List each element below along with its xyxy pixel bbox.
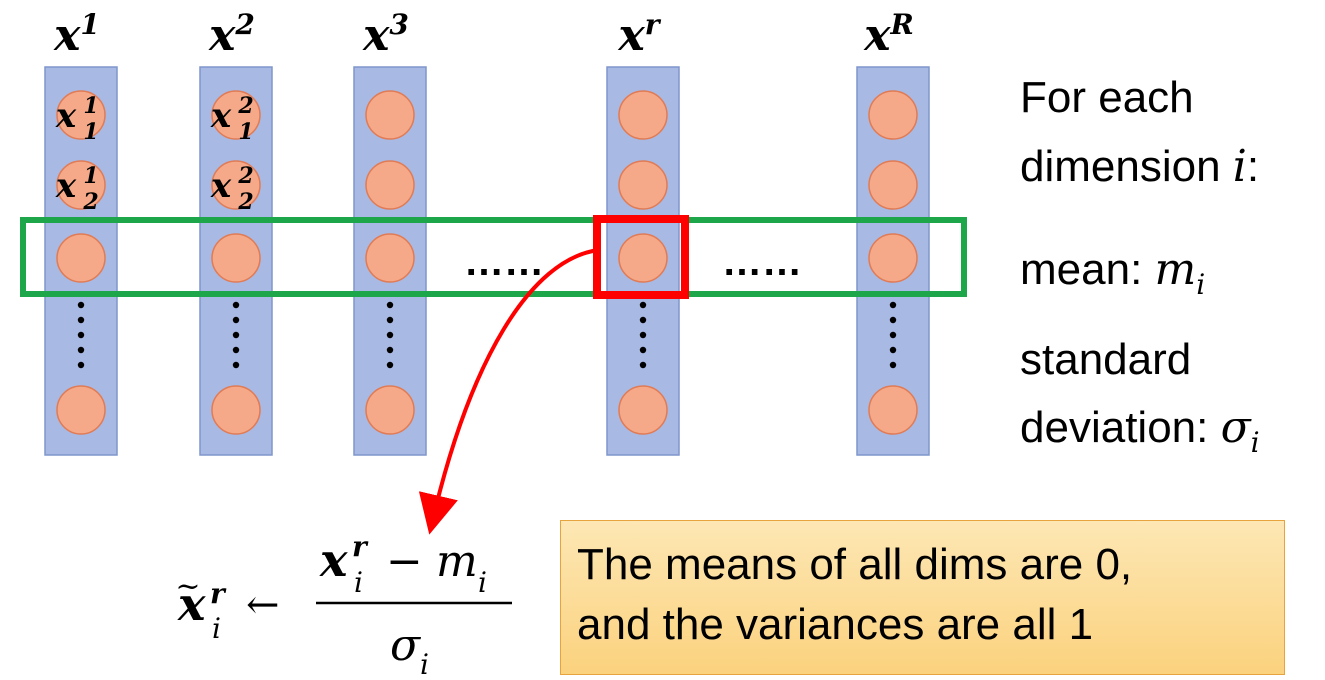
column-header-label: x3 <box>362 8 409 61</box>
vertical-ellipsis-dot <box>889 301 897 309</box>
std-line1: standard <box>1020 335 1192 384</box>
node-2-3 <box>211 233 261 283</box>
std-var: σ <box>1220 402 1251 453</box>
vertical-ellipsis-dot <box>232 346 240 354</box>
vertical-ellipsis-dot <box>639 331 647 339</box>
row-highlight-box <box>20 217 967 297</box>
selected-cell-box <box>593 215 689 299</box>
vertical-ellipsis-dot <box>386 331 394 339</box>
ellipsis-right: …… <box>722 240 802 284</box>
vertical-ellipsis-dot <box>386 361 394 369</box>
formula-num-m-sub: i <box>478 566 487 599</box>
side-text-dimension-var: i <box>1232 141 1247 192</box>
formula-num-sub: i <box>354 566 363 599</box>
formula-num-x: x <box>319 533 348 587</box>
node-3-3 <box>365 233 415 283</box>
node-2-2 <box>211 160 261 210</box>
vertical-ellipsis-dot <box>386 346 394 354</box>
note-line2: and the variances are all 1 <box>577 600 1094 649</box>
vertical-ellipsis-dot <box>77 331 85 339</box>
formula-minus: − <box>386 536 423 587</box>
red-arrow <box>418 248 599 535</box>
formula-den-sigma: σ <box>390 620 422 671</box>
column-header-label: xR <box>863 8 914 61</box>
vertical-ellipsis-dot <box>889 346 897 354</box>
node-1-3 <box>56 233 106 283</box>
mean-label: mean: <box>1020 245 1155 294</box>
node-5-1 <box>868 90 918 140</box>
node-3-2 <box>365 160 415 210</box>
vertical-ellipsis-dot <box>77 346 85 354</box>
std-sub: i <box>1250 425 1260 459</box>
std-line2: deviation: σi <box>1020 406 1260 457</box>
formula-lhs: x <box>177 577 206 631</box>
note-line1: The means of all dims are 0, <box>577 540 1133 589</box>
node-4-2 <box>618 160 668 210</box>
formula-arrow: ← <box>246 582 280 628</box>
node-5-3 <box>868 233 918 283</box>
note-box <box>560 520 1285 675</box>
node-4-3 <box>618 233 668 283</box>
mean-sub: i <box>1196 267 1206 301</box>
vertical-ellipsis-dot <box>77 301 85 309</box>
formula-lhs-sup: r <box>210 577 227 610</box>
std-label: deviation: <box>1020 403 1221 452</box>
vertical-ellipsis-dot <box>386 301 394 309</box>
vertical-ellipsis-dot <box>232 301 240 309</box>
vertical-ellipsis-dot <box>77 361 85 369</box>
vertical-ellipsis-dot <box>889 361 897 369</box>
node-1-2 <box>56 160 106 210</box>
vertical-ellipsis-dot <box>232 361 240 369</box>
vertical-ellipsis-dot <box>889 331 897 339</box>
side-text-line2: dimension i: <box>1020 145 1259 189</box>
column-header-label: xr <box>618 8 662 61</box>
vertical-ellipsis-dot <box>639 361 647 369</box>
vertical-ellipsis-dot <box>639 346 647 354</box>
mean-line: mean: mi <box>1020 248 1205 299</box>
node-3-1 <box>365 90 415 140</box>
vertical-ellipsis-dot <box>889 316 897 324</box>
node-1-1 <box>56 90 106 140</box>
vertical-ellipsis-dot <box>639 316 647 324</box>
node-5-2 <box>868 160 918 210</box>
side-text-colon: : <box>1246 142 1260 191</box>
formula-lhs-tilde: ~ <box>175 569 200 604</box>
node-5-4 <box>868 385 918 435</box>
column-header-label: x2 <box>208 8 255 61</box>
formula-num-m: m <box>436 536 478 587</box>
node-4-4 <box>618 385 668 435</box>
ellipsis-left: …… <box>464 240 544 284</box>
vertical-ellipsis-dot <box>386 316 394 324</box>
side-text-dimension: dimension <box>1020 142 1233 191</box>
side-text-line1: For each <box>1020 73 1194 122</box>
formula-num-sup: r <box>352 530 369 563</box>
formula-lhs-sub: i <box>212 612 221 645</box>
node-3-4 <box>365 385 415 435</box>
node-2-1 <box>211 90 261 140</box>
node-2-4 <box>211 385 261 435</box>
node-1-4 <box>56 385 106 435</box>
formula-den-sub: i <box>420 648 429 680</box>
vertical-ellipsis-dot <box>639 301 647 309</box>
vertical-ellipsis-dot <box>232 316 240 324</box>
column-header-label: x1 <box>53 8 100 61</box>
mean-var: m <box>1154 244 1197 295</box>
node-4-1 <box>618 90 668 140</box>
vertical-ellipsis-dot <box>77 316 85 324</box>
vertical-ellipsis-dot <box>232 331 240 339</box>
